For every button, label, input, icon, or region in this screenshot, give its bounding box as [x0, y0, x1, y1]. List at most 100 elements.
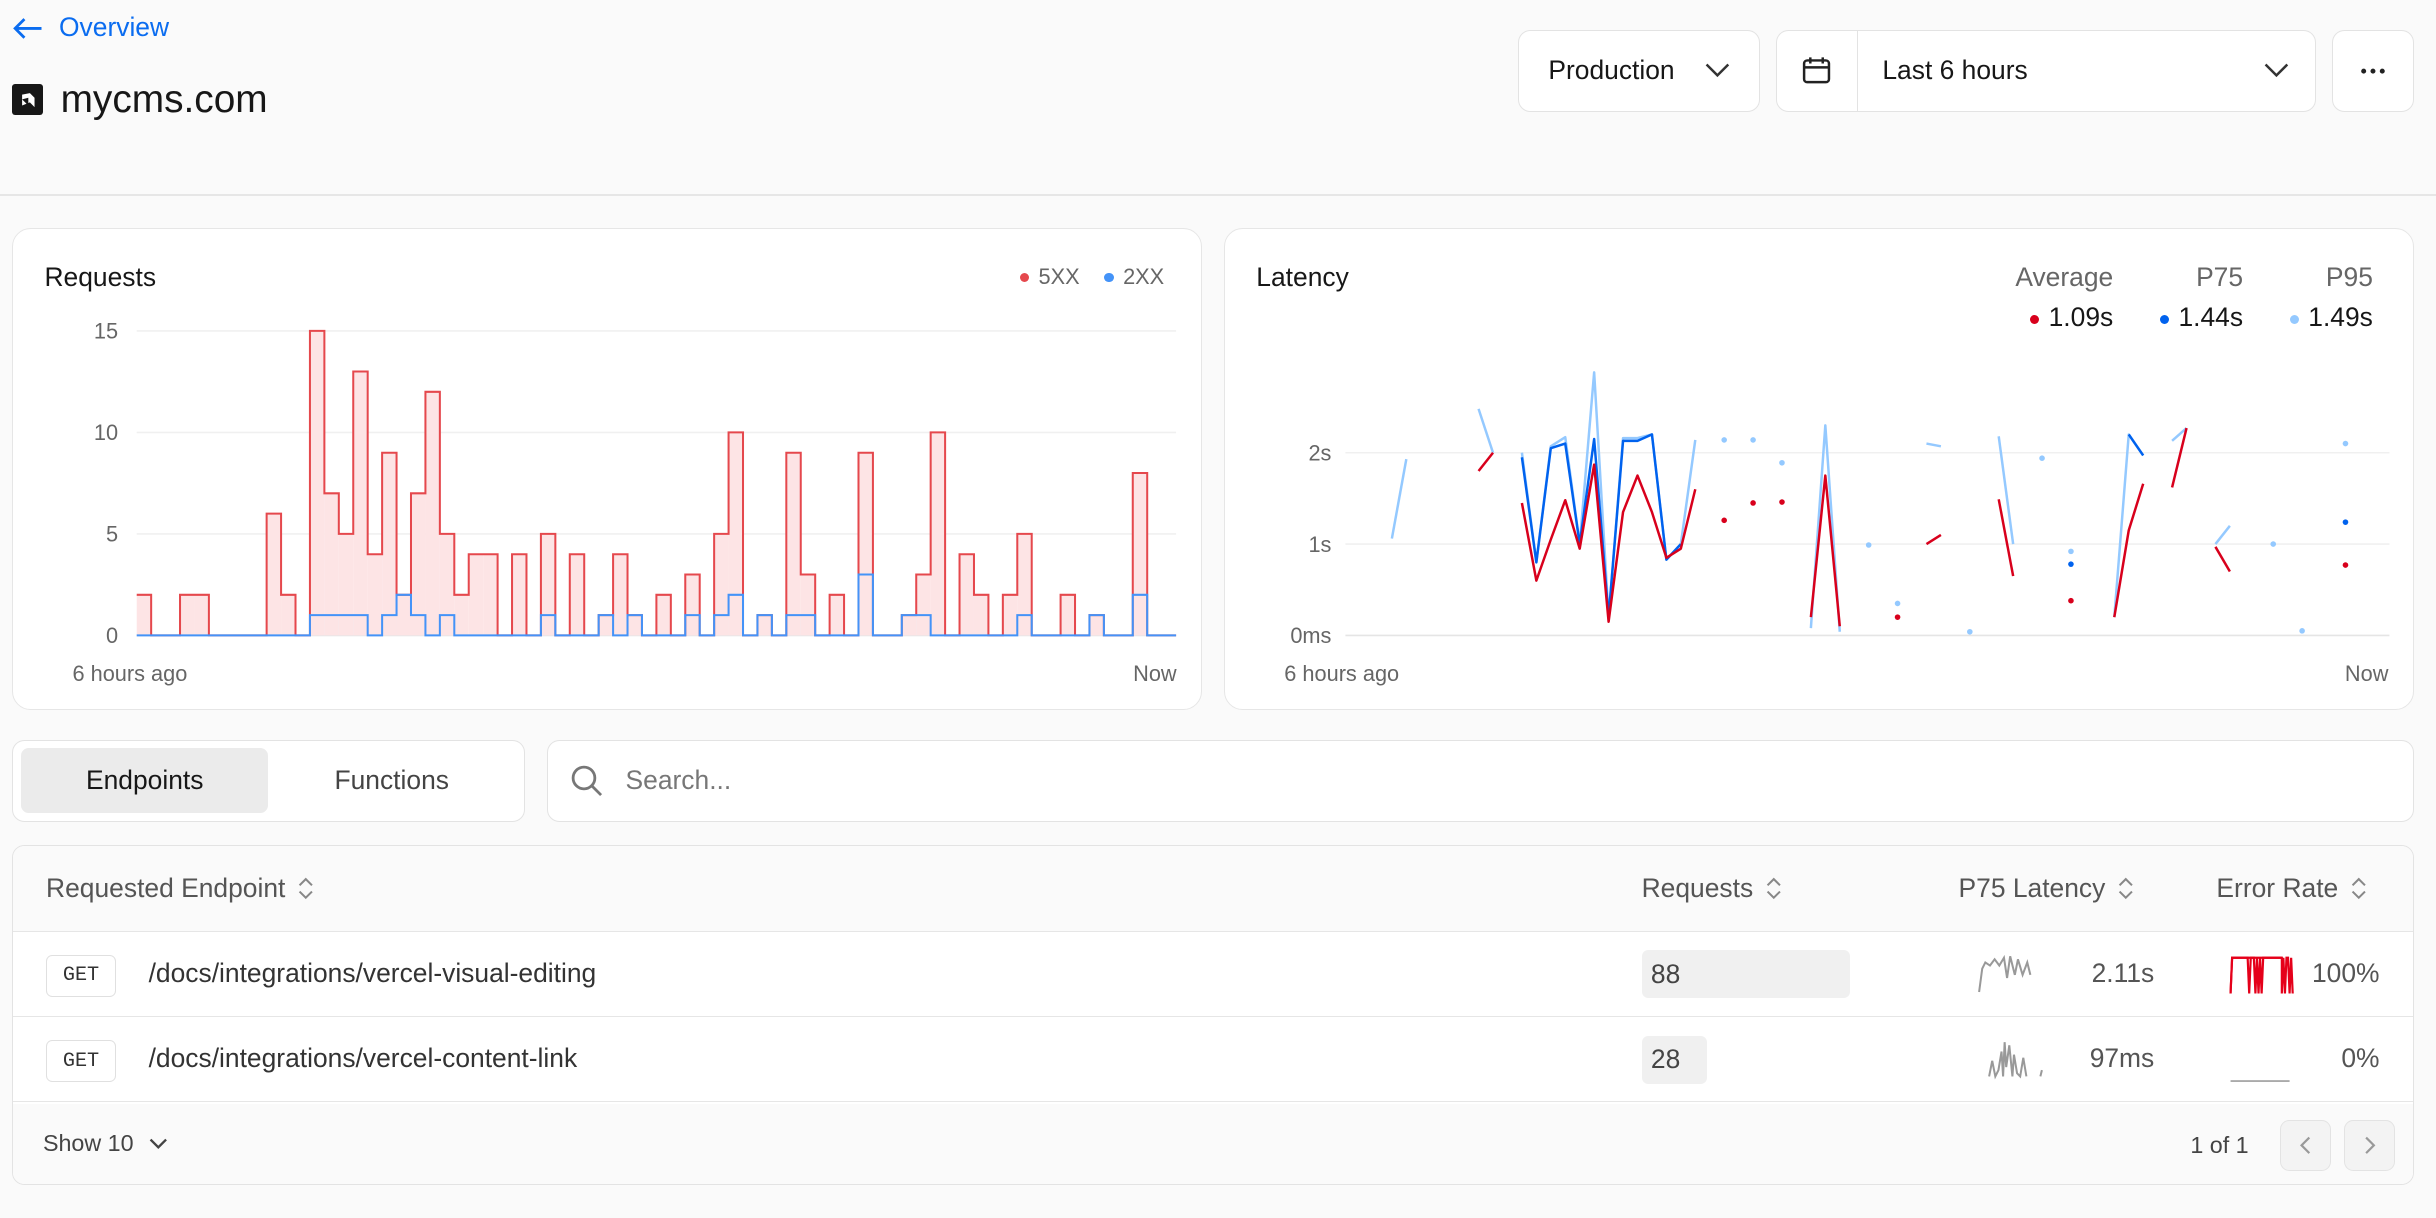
- point-average: [1721, 517, 1727, 524]
- column-header-p75-latency[interactable]: P75 Latency: [1959, 846, 2134, 931]
- tab-functions[interactable]: Functions: [334, 765, 449, 796]
- table-header: [13, 846, 2414, 932]
- line-segment-p95: [2214, 525, 2231, 545]
- latency-card: Latency Average 1.09s P75 1.44s P95 1.49s 6…: [1224, 228, 2415, 710]
- x-label-end: Now: [2344, 661, 2389, 687]
- chevron-down-icon: [149, 1138, 168, 1149]
- x-label-end: Now: [1133, 661, 1177, 687]
- point-p95: [1865, 542, 1872, 548]
- view-tabs: Endpoints Functions: [12, 739, 526, 822]
- latency-sparkline: [1977, 955, 2031, 993]
- bar-5xx: [266, 513, 282, 636]
- bar-5xx: [454, 594, 469, 636]
- requests-chart: 0 5 10 15: [94, 319, 1177, 648]
- bar-5xx: [338, 533, 354, 636]
- point-p95: [2270, 541, 2277, 547]
- line-segment-average: [1925, 533, 1942, 546]
- environment-dropdown[interactable]: Production: [1517, 29, 1761, 112]
- bar-5xx: [901, 615, 917, 636]
- point-p95: [1894, 600, 1901, 607]
- stat-average: Average 1.09s: [2015, 262, 2114, 333]
- page-size-select[interactable]: Show 10: [43, 1130, 168, 1157]
- calendar-icon: [1802, 57, 1831, 84]
- y-tick-label: 0ms: [1290, 623, 1331, 648]
- bar-5xx: [382, 452, 397, 636]
- legend-5xx: 5XX: [1019, 264, 1080, 290]
- bar-5xx: [685, 574, 700, 636]
- error-rate-value: 100%: [2312, 958, 2380, 988]
- chevron-left-icon: [2299, 1136, 2310, 1154]
- p75-latency-value: 97ms: [2089, 1043, 2155, 1074]
- bar-5xx: [1002, 594, 1018, 636]
- search-icon: [571, 765, 602, 796]
- table-row[interactable]: GET /docs/integrations/vercel-content-li…: [13, 1017, 2414, 1103]
- time-range-value: Last 6 hours: [1882, 55, 2028, 86]
- line-segment-p95: [1520, 371, 1697, 619]
- sort-icon: [2118, 878, 2133, 900]
- y-tick-label: 15: [94, 319, 118, 344]
- arrow-left-icon: [13, 17, 42, 39]
- back-to-overview-link[interactable]: Overview: [12, 12, 169, 43]
- more-options-button[interactable]: [2331, 29, 2415, 112]
- tab-endpoints[interactable]: Endpoints: [21, 748, 269, 814]
- endpoint-path: /docs/integrations/vercel-visual-editing: [148, 958, 597, 988]
- bar-5xx: [757, 615, 772, 636]
- header-divider: [0, 194, 2436, 196]
- search-input[interactable]: [625, 765, 2335, 797]
- column-header-requests[interactable]: Requests: [1642, 846, 1782, 931]
- error-rate-value: 0%: [2341, 1043, 2380, 1074]
- endpoint-path: /docs/integrations/vercel-content-link: [148, 1043, 578, 1074]
- point-average: [1750, 500, 1756, 506]
- stat-p75: P75 1.44s: [2159, 262, 2243, 333]
- latency-chart: 0ms 1s 2s: [1290, 371, 2390, 648]
- bar-5xx: [367, 554, 383, 636]
- legend-2xx: 2XX: [1104, 264, 1164, 290]
- line-segment-p95: [2171, 427, 2188, 442]
- x-label-start: 6 hours ago: [72, 661, 188, 687]
- line-segment-average: [1520, 463, 1697, 623]
- y-tick-label: 10: [94, 420, 118, 445]
- bar-5xx: [281, 594, 296, 636]
- point-average: [1894, 614, 1901, 620]
- line-segment-p75: [1520, 433, 1682, 619]
- next-page-button[interactable]: [2343, 1119, 2396, 1171]
- error-rate-sparkline: [2230, 1079, 2290, 1082]
- table-footer: Show 10 1 of 1: [13, 1104, 2414, 1185]
- bar-5xx: [309, 330, 325, 636]
- chevron-down-icon: [1705, 63, 1730, 78]
- previous-page-button[interactable]: [2280, 1119, 2332, 1171]
- bar-5xx: [656, 594, 671, 636]
- chevron-down-icon: [2264, 63, 2289, 78]
- latency-stats: Average 1.09s P75 1.44s P95 1.49s: [2015, 262, 2373, 333]
- column-header-error-rate[interactable]: Error Rate: [2216, 846, 2366, 931]
- bar-5xx: [324, 493, 339, 636]
- column-header-endpoint[interactable]: Requested Endpoint: [46, 846, 313, 931]
- bar-5xx: [1017, 533, 1032, 636]
- point-p95: [2039, 455, 2045, 461]
- latency-sparkline: [1988, 1041, 2044, 1080]
- bar-5xx: [613, 554, 628, 636]
- bar-5xx: [136, 594, 152, 636]
- bar-5xx: [916, 574, 931, 636]
- line-segment-average: [1997, 499, 2015, 577]
- table-row[interactable]: GET /docs/integrations/vercel-visual-edi…: [13, 932, 2414, 1018]
- bar-5xx: [180, 594, 195, 636]
- point-average: [2068, 597, 2074, 604]
- requests-title: Requests: [44, 262, 157, 292]
- line-segment-average: [2170, 427, 2188, 488]
- bar-5xx: [829, 594, 845, 636]
- y-tick-label: 5: [106, 522, 118, 547]
- latency-title: Latency: [1256, 262, 1349, 292]
- line-segment-p95: [1997, 436, 2015, 545]
- y-tick-label: 1s: [1308, 532, 1331, 557]
- time-range-picker[interactable]: Last 6 hours: [1775, 29, 2317, 112]
- line-segment-average: [2113, 483, 2145, 618]
- endpoints-table: Requested Endpoint Requests P75 Latency …: [12, 845, 2415, 1186]
- series-line-5xx: [136, 329, 1177, 637]
- method-badge: GET: [46, 954, 116, 997]
- line-segment-p95: [1926, 442, 1942, 448]
- series-line-2xx: [136, 573, 1177, 637]
- calendar-button[interactable]: [1777, 30, 1858, 111]
- bar-5xx: [512, 554, 527, 636]
- error-rate-sparkline: [2229, 956, 2294, 994]
